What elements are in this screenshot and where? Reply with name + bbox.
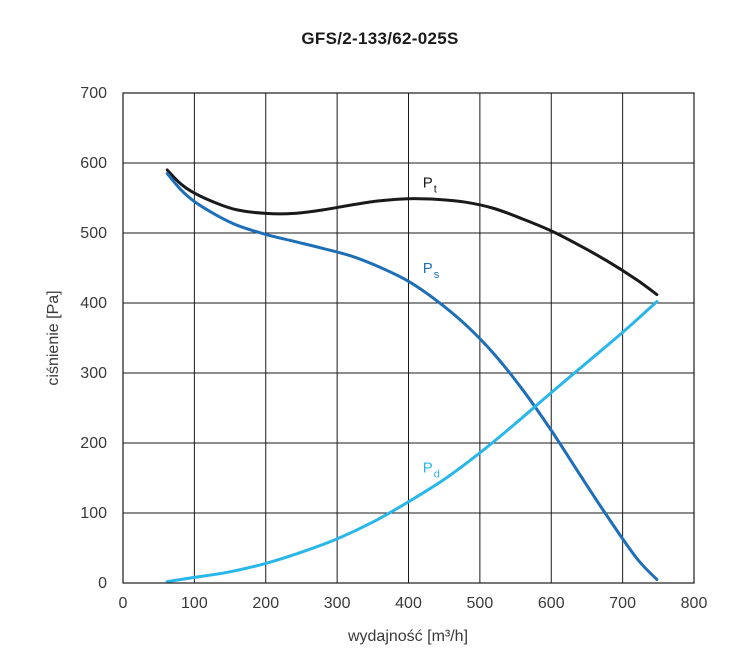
x-tick-label: 300 [324, 595, 351, 612]
y-tick-label: 600 [80, 155, 107, 172]
series-curves [165, 168, 659, 584]
series-label-pt: Pt [423, 175, 437, 196]
x-tick-label: 400 [395, 595, 422, 612]
x-tick-label: 500 [467, 595, 494, 612]
series-labels: Pt Ps Pd [423, 175, 440, 481]
plot-frame [122, 92, 695, 584]
series-line-pt [165, 168, 659, 297]
x-axis-label: wydajność [m³/h] [347, 628, 468, 645]
y-tick-label: 300 [80, 365, 107, 382]
x-tick-label: 100 [181, 595, 208, 612]
chart-title: GFS/2-133/62-025S [301, 29, 458, 48]
grid-lines [123, 93, 694, 583]
series-label-pd: Pd [423, 459, 440, 480]
tick-labels: 0 100 200 300 400 500 600 700 800 0 100 200 300 400 50… [80, 85, 707, 612]
series-line-ps [165, 172, 659, 581]
y-tick-label: 500 [80, 225, 107, 242]
series-line-pd [165, 300, 659, 584]
x-tick-label: 800 [681, 595, 708, 612]
x-tick-label: 600 [538, 595, 565, 612]
x-tick-label: 700 [609, 595, 636, 612]
y-tick-label: 200 [80, 435, 107, 452]
series-label-ps: Ps [423, 260, 440, 281]
y-tick-label: 0 [98, 575, 107, 592]
x-tick-label: 0 [119, 595, 128, 612]
y-tick-label: 700 [80, 85, 107, 102]
y-tick-label: 400 [80, 295, 107, 312]
y-tick-label: 100 [80, 505, 107, 522]
x-tick-label: 200 [252, 595, 279, 612]
y-axis-label: ciśnienie [Pa] [45, 290, 62, 385]
